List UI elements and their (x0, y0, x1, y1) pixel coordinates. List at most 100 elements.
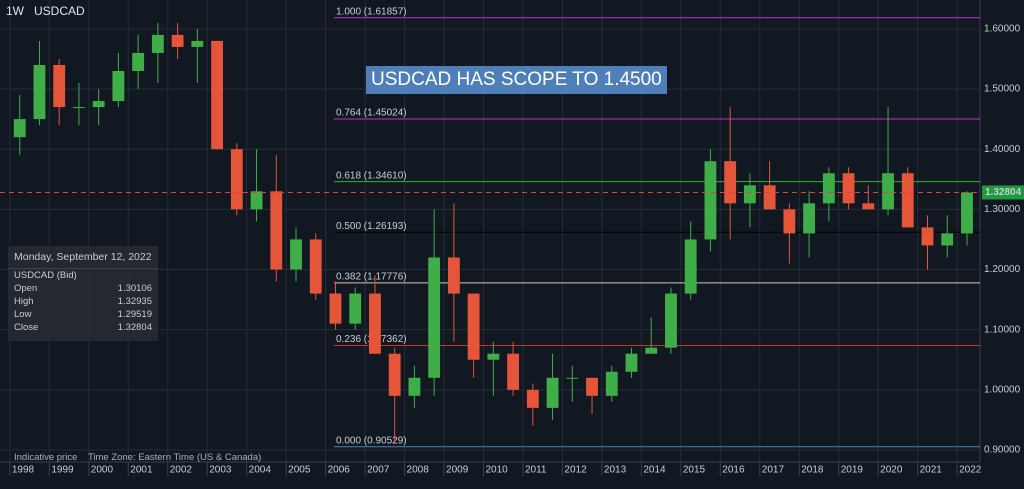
panel-row: Close 1.32804 (8, 321, 158, 334)
candle-body (901, 173, 914, 228)
candle-body (230, 149, 243, 210)
candle-body (921, 227, 934, 246)
fib-label: 0.382 (1.17776) (336, 272, 407, 283)
candle-body (309, 239, 322, 294)
candle-body (13, 119, 26, 138)
y-tick-label: 1.50000 (984, 84, 1021, 95)
x-tick-label: 2022 (959, 465, 982, 476)
footer-note: Indicative price (14, 452, 78, 463)
candle-body (487, 353, 500, 360)
fib-label: 0.618 (1.34610) (336, 170, 407, 181)
panel-row: High 1.32935 (8, 295, 158, 308)
panel-value: 1.32804 (117, 322, 152, 333)
candle-body (171, 34, 184, 47)
panel-value: 1.30106 (117, 283, 152, 294)
panel-date: Monday, September 12, 2022 (8, 246, 158, 269)
candle-body (605, 371, 618, 396)
instrument: USDCAD (Bid) (14, 270, 77, 281)
candle-body (73, 107, 85, 109)
panel-row: Open 1.30106 (8, 282, 158, 295)
footer-timezone: Time Zone: Eastern Time (US & Canada) (87, 452, 262, 463)
x-tick-label: 2018 (801, 465, 824, 476)
x-tick-label: 2007 (367, 465, 390, 476)
x-tick-label: 1999 (51, 465, 74, 476)
current-price-tag (982, 185, 1024, 200)
candle-body (92, 101, 105, 108)
axis-bg (980, 0, 1024, 489)
candle-body (132, 52, 145, 71)
candle-body (645, 347, 658, 354)
x-tick-label: 2001 (130, 465, 153, 476)
candle-body (408, 377, 421, 396)
candle-body (586, 377, 598, 396)
candle-body (151, 34, 164, 53)
candle-body (329, 293, 342, 324)
panel-label: Low (14, 309, 32, 320)
candle-body (862, 203, 875, 210)
y-tick-label: 0.90000 (984, 445, 1021, 456)
x-tick-label: 2003 (209, 465, 232, 476)
candle-body (270, 191, 283, 270)
candle-body (112, 70, 125, 102)
panel-value: 1.29519 (117, 309, 152, 320)
x-tick-label: 2010 (485, 465, 508, 476)
x-tick-label: 2008 (407, 465, 430, 476)
candle-body (842, 173, 855, 204)
panel-label: Close (14, 322, 39, 333)
x-tick-label: 2002 (170, 465, 193, 476)
x-tick-label: 2013 (604, 465, 627, 476)
ohlc-panel: Monday, September 12, 2022 USDCAD (Bid) … (8, 246, 158, 341)
x-tick-label: 2021 (920, 465, 943, 476)
candle-body (684, 239, 697, 294)
candle-body (526, 389, 539, 408)
candle-body (822, 173, 835, 204)
candle-body (250, 191, 263, 210)
panel-instrument: USDCAD (Bid) (8, 269, 158, 282)
header: 1W USDCAD (6, 4, 85, 18)
candle-body (369, 293, 381, 354)
interval: 1W (6, 4, 24, 18)
candle-body (447, 257, 460, 294)
candle-body (388, 353, 401, 396)
candle-body (882, 173, 894, 210)
x-tick-label: 2000 (91, 465, 114, 476)
y-tick-label: 1.60000 (984, 24, 1021, 35)
panel-value: 1.32935 (117, 296, 152, 307)
candle-body (349, 293, 362, 324)
candle-body (704, 161, 717, 240)
x-tick-label: 2005 (288, 465, 311, 476)
candle-body (546, 377, 559, 408)
candle-body (53, 64, 66, 108)
x-tick-label: 1998 (12, 465, 35, 476)
candle-body (941, 233, 954, 246)
candle-body (961, 192, 973, 234)
fib-label: 0.000 (0.90529) (336, 435, 407, 446)
x-tick-label: 2004 (249, 465, 272, 476)
x-tick-label: 2014 (643, 465, 666, 476)
fib-label: 0.764 (1.45024) (336, 108, 407, 119)
candle-body (191, 40, 204, 47)
fib-label: 0.500 (1.26193) (336, 221, 407, 232)
candle-body (290, 239, 302, 270)
x-tick-label: 2015 (683, 465, 706, 476)
candle-body (428, 257, 441, 378)
candle-body (783, 209, 796, 234)
panel-label: Open (14, 283, 38, 294)
footer: Indicative price Time Zone: Eastern Time… (14, 452, 261, 463)
y-tick-label: 1.20000 (984, 264, 1021, 275)
x-tick-label: 2011 (525, 465, 547, 476)
x-tick-label: 2020 (880, 465, 903, 476)
candle-body (743, 185, 756, 204)
current-price-label: 1.32804 (985, 187, 1022, 198)
y-tick-label: 1.00000 (984, 384, 1021, 395)
fib-label: 1.000 (1.61857) (336, 6, 407, 17)
x-tick-label: 2016 (722, 465, 745, 476)
candle-body (803, 203, 816, 234)
x-tick-label: 2019 (841, 465, 864, 476)
y-tick-label: 1.40000 (984, 144, 1021, 155)
candle-body (665, 293, 677, 348)
x-tick-label: 2009 (446, 465, 469, 476)
candle-body (507, 353, 520, 390)
candle-body (763, 185, 776, 210)
